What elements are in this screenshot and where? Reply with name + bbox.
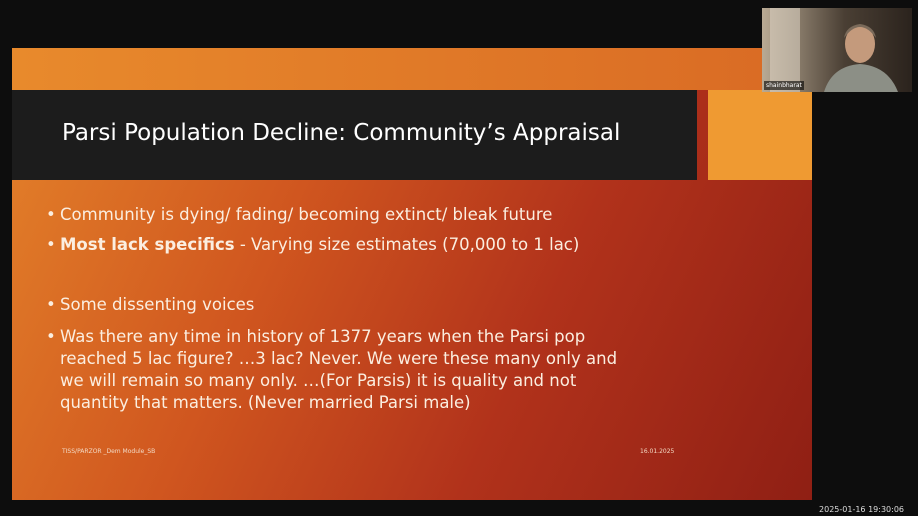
bullet-line: - Varying size estimates (70,000 to 1 la… bbox=[235, 235, 580, 254]
screen: Parsi Population Decline: Community’s Ap… bbox=[0, 0, 918, 516]
slide-title: Parsi Population Decline: Community’s Ap… bbox=[62, 120, 620, 146]
participant-image bbox=[762, 8, 912, 92]
bullet-line: quantity that matters. (Never married Pa… bbox=[60, 393, 471, 412]
bullet: •Community is dying/ fading/ becoming ex… bbox=[60, 204, 552, 226]
footer-left: TISS/PARZOR _Dem Module_SB bbox=[62, 448, 155, 455]
bullet-dot: • bbox=[46, 204, 56, 226]
bullet-line: we will remain so many only. …(For Parsi… bbox=[60, 371, 576, 390]
top-band bbox=[12, 48, 812, 90]
bullet-bold: Most lack specifics bbox=[60, 235, 235, 254]
bullet-dot: • bbox=[46, 326, 56, 348]
slide: Parsi Population Decline: Community’s Ap… bbox=[12, 48, 812, 500]
bullet-line: Community is dying/ fading/ becoming ext… bbox=[60, 205, 552, 224]
bullet-line: Was there any time in history of 1377 ye… bbox=[60, 327, 585, 346]
bullet-dot: • bbox=[46, 234, 56, 256]
bullet-line: reached 5 lac figure? …3 lac? Never. We … bbox=[60, 349, 617, 368]
bullet-line: Some dissenting voices bbox=[60, 295, 254, 314]
bullet: •Some dissenting voices bbox=[60, 294, 254, 316]
bullet-dot: • bbox=[46, 294, 56, 316]
bullet: •Was there any time in history of 1377 y… bbox=[60, 326, 617, 414]
bullet: •Most lack specifics - Varying size esti… bbox=[60, 234, 579, 256]
footer-date: 16.01.2025 bbox=[640, 448, 674, 455]
accent-square bbox=[708, 90, 812, 180]
participant-name: shainbharat bbox=[764, 81, 804, 90]
timestamp: 2025-01-16 19:30:06 bbox=[819, 505, 904, 514]
video-tile[interactable]: shainbharat bbox=[762, 8, 912, 92]
